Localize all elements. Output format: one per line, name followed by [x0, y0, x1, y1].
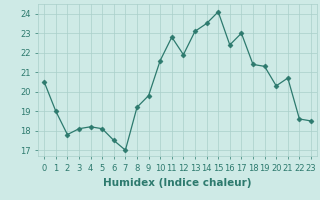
X-axis label: Humidex (Indice chaleur): Humidex (Indice chaleur) — [103, 178, 252, 188]
